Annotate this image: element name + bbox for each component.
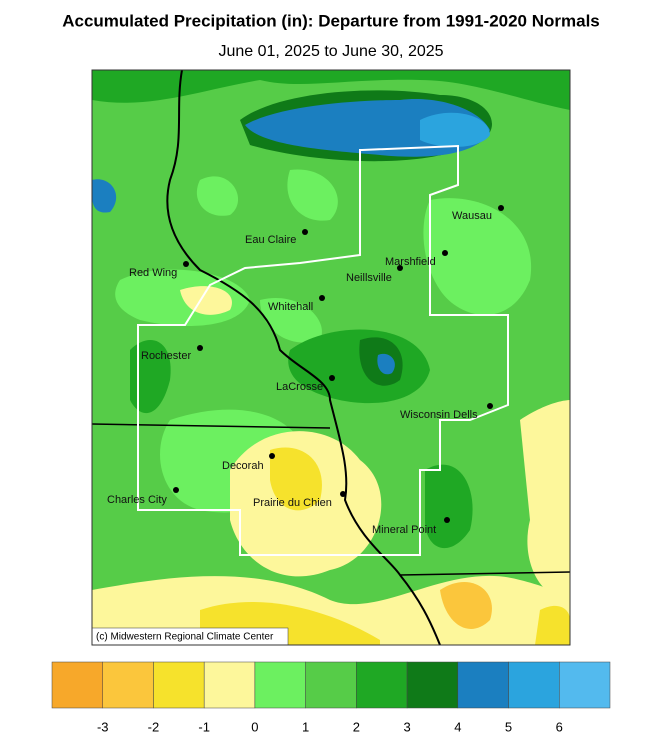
legend-swatch	[406, 661, 459, 709]
legend-tick-label: 0	[251, 719, 258, 734]
legend-swatch	[356, 661, 408, 709]
city-label: Red Wing	[129, 267, 177, 279]
legend-swatch	[153, 661, 205, 709]
legend-tick-label: 1	[302, 719, 309, 734]
legend-tick-label: -2	[148, 719, 160, 734]
city-dot	[340, 491, 346, 497]
legend-swatch	[203, 661, 256, 709]
subtitle: June 01, 2025 to June 30, 2025	[218, 43, 443, 60]
city-label: Mineral Point	[372, 524, 436, 536]
city-label: Rochester	[141, 350, 191, 362]
map: (c) Midwestern Regional Climate Center	[92, 70, 570, 645]
city-label: Marshfield	[385, 256, 436, 268]
legend-swatch	[559, 661, 611, 709]
city-dot	[329, 375, 335, 381]
city-dot	[442, 250, 448, 256]
legend-swatch	[457, 661, 509, 709]
city-dot	[487, 403, 493, 409]
city-label: LaCrosse	[276, 381, 323, 393]
legend-swatch	[254, 661, 306, 709]
city-dot	[444, 517, 450, 523]
city-dot	[302, 229, 308, 235]
city-dot	[397, 265, 403, 271]
legend-tick-label: 4	[454, 719, 461, 734]
city-label: Whitehall	[268, 301, 313, 313]
city-label: Prairie du Chien	[253, 497, 332, 509]
city-label: Wisconsin Dells	[400, 409, 478, 421]
city-label: Neillsville	[346, 272, 392, 284]
credit: (c) Midwestern Regional Climate Center	[96, 632, 274, 643]
city-dot	[319, 295, 325, 301]
city-dot	[269, 453, 275, 459]
title: Accumulated Precipitation (in): Departur…	[62, 11, 600, 30]
legend-swatch	[102, 661, 154, 709]
legend-tick-label: 2	[353, 719, 360, 734]
city-dot	[183, 261, 189, 267]
city-dot	[197, 345, 203, 351]
legend-swatch	[305, 661, 357, 709]
legend-swatch	[51, 661, 103, 709]
legend-tick-label: -1	[198, 719, 210, 734]
city-label: Eau Claire	[245, 234, 296, 246]
legend-tick-label: 6	[556, 719, 563, 734]
city-dot	[498, 205, 504, 211]
city-label: Charles City	[107, 494, 167, 506]
city-label: Wausau	[452, 210, 492, 222]
map-frame	[91, 69, 571, 646]
legend-tick-label: -3	[97, 719, 109, 734]
city-dot	[173, 487, 179, 493]
legend-swatch	[508, 661, 560, 709]
legend-tick-label: 3	[403, 719, 410, 734]
city-label: Decorah	[222, 460, 264, 472]
legend-tick-label: 5	[505, 719, 512, 734]
